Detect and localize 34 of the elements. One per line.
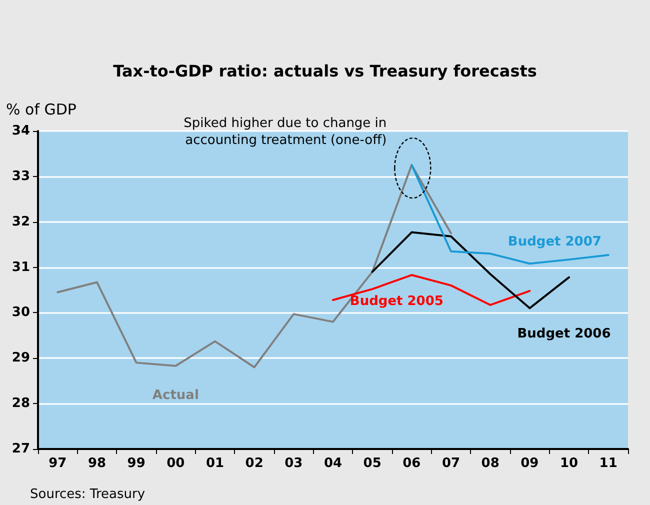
x-tick-label: 10 (560, 456, 578, 471)
series-label: Budget 2005 (350, 294, 444, 310)
chart-title: Tax-to-GDP ratio: actuals vs Treasury forecasts (113, 62, 537, 80)
x-tick-label: 11 (599, 456, 618, 471)
x-tick-label: 05 (363, 456, 382, 471)
x-tick-label: 07 (442, 456, 460, 471)
line-series (332, 274, 531, 306)
series-label: Budget 2006 (517, 326, 611, 342)
x-tick-label: 09 (520, 456, 539, 471)
y-tick-label: 34 (12, 124, 30, 138)
y-tick-label: 33 (12, 168, 30, 184)
annotation: Spiked higher due to change in accounting treatment (one-off) (184, 116, 387, 148)
y-tick-label: 28 (12, 396, 30, 412)
x-tick-label: 97 (48, 456, 67, 471)
x-tick-label: 00 (166, 456, 185, 471)
y-tick-label: 31 (12, 260, 30, 275)
x-tick-label: 01 (206, 456, 224, 471)
x-tick-label: 02 (245, 456, 264, 471)
y-tick-label: 29 (12, 350, 30, 366)
x-tick-label: 99 (127, 456, 146, 471)
x-tick-label: 03 (284, 456, 303, 471)
series-label: Budget 2007 (508, 234, 602, 250)
source-note: Sources: Treasury (30, 487, 146, 502)
line-series (410, 164, 610, 265)
x-tick-label: 06 (402, 456, 421, 471)
x-tick-label: 98 (88, 456, 106, 471)
x-tick-label: 04 (324, 456, 342, 471)
y-tick-label: 30 (12, 305, 30, 320)
x-tick-label: 08 (481, 456, 500, 471)
line-series (56, 164, 452, 368)
y-axis-title: % of GDP (6, 100, 76, 118)
y-tick-label: 27 (12, 442, 30, 456)
series-label: Actual (152, 388, 199, 403)
y-tick-label: 32 (12, 214, 30, 230)
